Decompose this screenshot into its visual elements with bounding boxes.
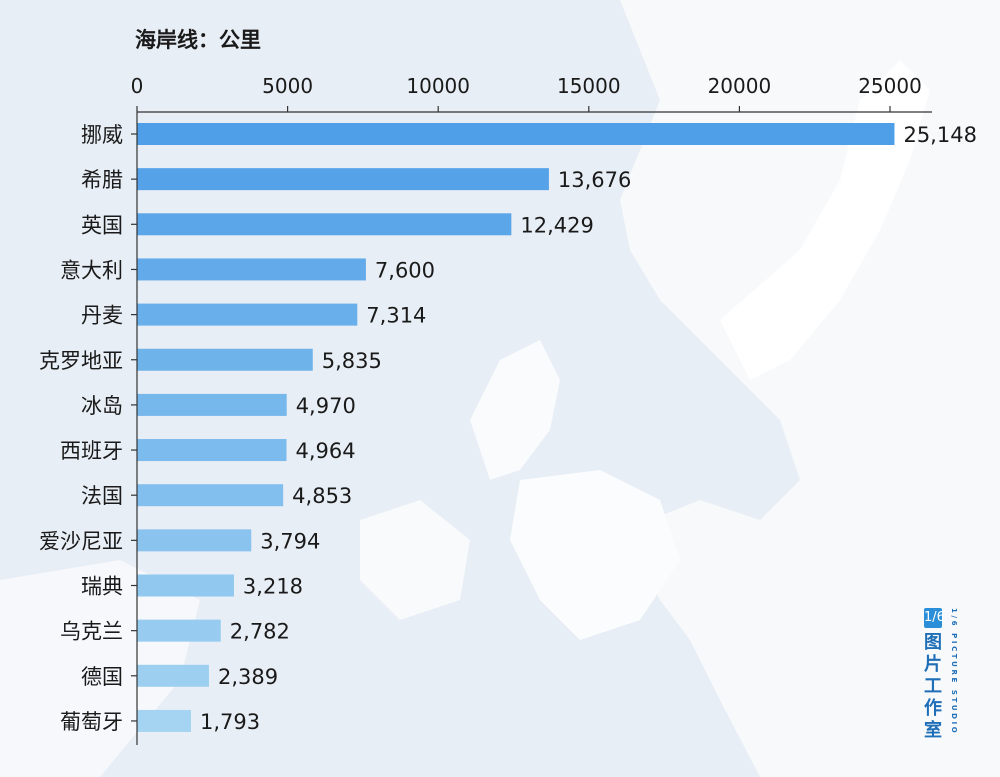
value-label: 5,835 (322, 349, 382, 373)
value-label: 3,794 (260, 529, 320, 553)
category-label: 丹麦 (81, 304, 123, 328)
bar (137, 393, 287, 416)
category-label: 爱沙尼亚 (39, 529, 123, 553)
studio-name-cn: 图片工作室 (924, 632, 942, 741)
value-label: 4,853 (292, 484, 352, 508)
category-label: 冰岛 (81, 394, 123, 418)
x-tick-label: 25000 (858, 74, 922, 98)
x-tick-label: 5000 (262, 74, 313, 98)
category-label: 乌克兰 (60, 620, 123, 644)
category-label: 克罗地亚 (39, 349, 123, 373)
x-tick-label: 15000 (557, 74, 621, 98)
bar (137, 664, 209, 687)
bar (137, 168, 549, 191)
x-tick-label: 20000 (708, 74, 772, 98)
chart-title: 海岸线：公里 (135, 28, 261, 52)
value-label: 12,429 (520, 213, 593, 237)
category-label: 英国 (81, 213, 123, 237)
value-label: 25,148 (903, 123, 976, 147)
bar (137, 529, 252, 552)
value-label: 7,314 (366, 304, 426, 328)
category-label: 西班牙 (60, 439, 123, 463)
category-label: 希腊 (81, 168, 123, 192)
value-label: 4,970 (296, 394, 356, 418)
value-label: 3,218 (243, 575, 303, 599)
bar (137, 213, 512, 236)
studio-logo-badge: 1/6 (924, 608, 945, 628)
value-label: 7,600 (375, 258, 435, 282)
value-label: 13,676 (558, 168, 631, 192)
x-tick-label: 10000 (406, 74, 470, 98)
bar (137, 574, 234, 597)
bar (137, 123, 895, 145)
category-label: 挪威 (81, 123, 123, 147)
studio-watermark: 1/6 图片工作室 1/6 PICTURE STUDIO (924, 608, 968, 742)
category-label: 德国 (81, 665, 123, 689)
bar (137, 619, 221, 642)
bar (137, 484, 284, 507)
bar (137, 439, 287, 462)
bar (137, 348, 313, 371)
category-label: 意大利 (60, 258, 123, 282)
value-label: 2,389 (218, 665, 278, 689)
bar (137, 303, 358, 326)
x-tick-label: 0 (131, 74, 144, 98)
category-label: 葡萄牙 (60, 710, 123, 734)
category-label: 法国 (81, 484, 123, 508)
value-label: 1,793 (200, 710, 260, 734)
bar (137, 709, 192, 732)
bar (137, 258, 366, 281)
category-label: 瑞典 (81, 575, 123, 599)
value-label: 4,964 (296, 439, 356, 463)
value-label: 2,782 (230, 620, 290, 644)
studio-name-en: 1/6 PICTURE STUDIO (950, 608, 958, 736)
